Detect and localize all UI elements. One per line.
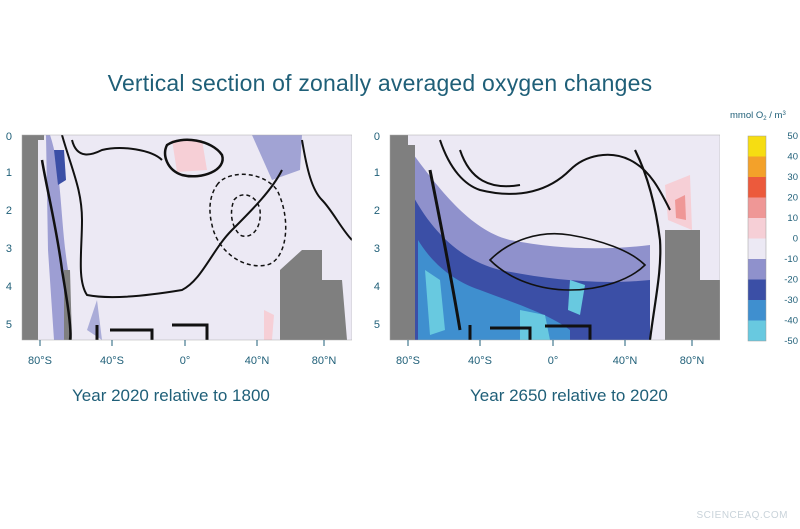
x-axis: 80°S 40°S 0° 40°N 80°N	[396, 340, 704, 367]
y-tick-label: 4	[374, 281, 380, 293]
contour-line	[634, 149, 662, 340]
colorbar-unit: mmol O2 / m3	[730, 110, 786, 122]
contour-line	[163, 138, 224, 178]
chart-panel-2020: 0 1 2 3 4 5 80°S 40°S 0° 40°N 80°N	[2, 130, 353, 370]
contour-line	[61, 135, 283, 299]
region-neg10-north	[252, 135, 302, 180]
colorbar-label: 50	[787, 131, 798, 142]
contour-line	[468, 324, 592, 340]
colorbar-label: 20	[787, 193, 798, 204]
land-antarctica	[22, 135, 44, 340]
colorbar-label: 40	[787, 152, 798, 163]
colorbar-label: -40	[784, 316, 798, 327]
colorbar-label: -10	[784, 254, 798, 265]
y-axis: 0 1 2 3 4 5	[374, 131, 380, 331]
y-tick-label: 5	[374, 319, 380, 331]
x-tick-label: 40°S	[100, 355, 124, 367]
x-tick-label: 40°N	[245, 355, 270, 367]
colorbar-swatch	[748, 136, 766, 157]
contour-line	[301, 139, 352, 241]
contour-line	[488, 232, 647, 291]
contour-line	[71, 139, 163, 161]
y-tick-label: 3	[6, 243, 12, 255]
caption-2650: Year 2650 relative to 2020	[470, 386, 668, 405]
y-tick-label: 2	[374, 205, 380, 217]
colorbar-swatch	[748, 197, 766, 218]
y-tick-label: 5	[6, 319, 12, 331]
colorbar-labels: 50 40 30 20 10 0 -10 -20 -30 -40 -50	[784, 131, 798, 347]
colorbar-swatch	[748, 218, 766, 239]
colorbar-swatch	[748, 177, 766, 198]
page-title: Vertical section of zonally averaged oxy…	[107, 70, 653, 96]
region-neg40	[425, 270, 445, 335]
colorbar-frame	[747, 135, 767, 342]
colorbar-label: 10	[787, 213, 798, 224]
y-tick-label: 0	[374, 131, 380, 143]
contour-line	[428, 169, 462, 331]
contour-line	[459, 149, 521, 188]
contour-dashed	[230, 194, 261, 237]
watermark: SCIENCEAQ.COM	[696, 510, 788, 521]
colorbar-swatch	[748, 156, 766, 177]
x-tick-label: 80°S	[28, 355, 52, 367]
region-neg20-south	[54, 150, 66, 185]
x-axis: 80°S 40°S 0° 40°N 80°N	[28, 340, 336, 367]
y-tick-label: 1	[6, 167, 12, 179]
x-tick-label: 80°N	[680, 355, 705, 367]
x-tick-label: 40°S	[468, 355, 492, 367]
land-arctic	[280, 250, 347, 340]
colorbar-swatch	[748, 300, 766, 321]
colorbar-swatch	[748, 320, 766, 341]
x-tick-label: 80°N	[312, 355, 337, 367]
colorbar-label: 30	[787, 172, 798, 183]
y-axis: 0 1 2 3 4 5	[6, 131, 12, 331]
chart-panel-2650: 0 1 2 3 4 5 80°S 40°S 0° 40°N 80°N	[370, 130, 721, 370]
region-neg40	[568, 280, 585, 315]
contour-line	[40, 159, 72, 340]
colorbar-label: 0	[793, 234, 798, 245]
colorbar-swatch	[748, 238, 766, 259]
x-tick-label: 0°	[548, 355, 559, 367]
y-tick-label: 4	[6, 281, 12, 293]
contour-line	[95, 323, 209, 340]
colorbar-label: -30	[784, 295, 798, 306]
y-tick-label: 2	[6, 205, 12, 217]
land-arctic	[665, 230, 720, 340]
region-pos10-equator	[172, 140, 207, 172]
y-tick-label: 0	[6, 131, 12, 143]
caption-2020: Year 2020 relative to 1800	[72, 386, 270, 405]
region-pos10-north-deep	[264, 310, 274, 340]
region-pos20-north	[675, 195, 686, 220]
colorbar-label: -50	[784, 336, 798, 347]
colorbar-label: -20	[784, 275, 798, 286]
x-tick-label: 0°	[180, 355, 191, 367]
colorbar: mmol O2 / m3 50 40 30 20 10 0 -10 -20 -30 -40 -50	[726, 108, 800, 358]
region-neg40	[520, 310, 550, 340]
y-tick-label: 3	[374, 243, 380, 255]
x-tick-label: 40°N	[613, 355, 638, 367]
land-antarctica	[390, 135, 415, 340]
colorbar-swatch	[748, 279, 766, 300]
y-tick-label: 1	[374, 167, 380, 179]
colorbar-swatch	[748, 259, 766, 280]
x-tick-label: 80°S	[396, 355, 420, 367]
colorbar-swatches	[747, 135, 767, 342]
